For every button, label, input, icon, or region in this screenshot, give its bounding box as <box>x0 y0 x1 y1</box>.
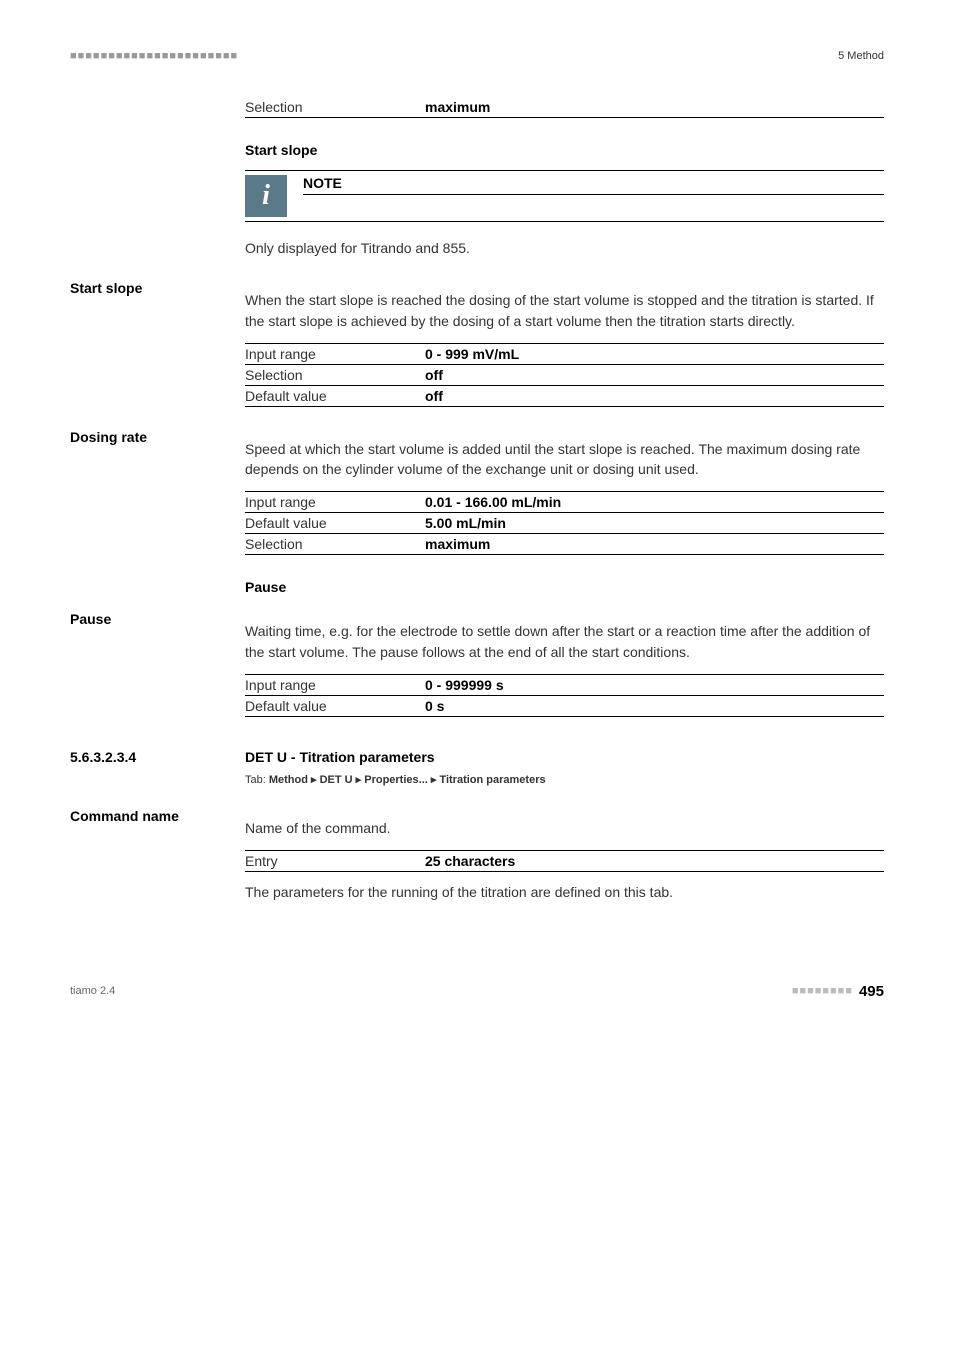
table-row: Default value off <box>245 385 884 407</box>
table-label: Default value <box>245 515 425 531</box>
pause-param-name: Pause <box>70 611 235 627</box>
table-row: Input range 0 - 999999 s <box>245 674 884 695</box>
table-value: 25 characters <box>425 853 515 869</box>
start-slope-param-row: Start slope When the start slope is reac… <box>70 280 884 425</box>
table-label: Input range <box>245 677 425 693</box>
page-footer: tiamo 2.4 ■■■■■■■■ 495 <box>70 983 884 1000</box>
table-label: Input range <box>245 346 425 362</box>
pause-heading: Pause <box>245 579 884 595</box>
command-name-desc: Name of the command. <box>245 818 884 838</box>
table-row: Input range 0.01 - 166.00 mL/min <box>245 491 884 512</box>
footer-dots: ■■■■■■■■ <box>792 985 853 997</box>
table-value: maximum <box>425 536 490 552</box>
titration-params-row: 5.6.3.2.3.4 DET U - Titration parameters… <box>70 749 884 804</box>
note-label: NOTE <box>303 175 884 195</box>
start-slope-desc: When the start slope is reached the dosi… <box>245 290 884 331</box>
table-label: Default value <box>245 698 425 714</box>
table-row: Selection off <box>245 364 884 385</box>
table-value: 0 s <box>425 698 444 714</box>
table-value: off <box>425 388 443 404</box>
page-header: ■■■■■■■■■■■■■■■■■■■■■■ 5 Method <box>70 50 884 62</box>
start-slope-param-name: Start slope <box>70 280 235 296</box>
table-row: Input range 0 - 999 mV/mL <box>245 343 884 364</box>
command-name-table: Entry 25 characters <box>245 850 884 872</box>
start-slope-table: Input range 0 - 999 mV/mL Selection off … <box>245 343 884 407</box>
selection-row: Selection maximum <box>70 97 884 118</box>
pause-param-row: Pause Waiting time, e.g. for the electro… <box>70 611 884 745</box>
selection-label: Selection <box>245 99 425 115</box>
table-value: 0 - 999 mV/mL <box>425 346 519 362</box>
dosing-rate-param-row: Dosing rate Speed at which the start vol… <box>70 429 884 556</box>
tab-path: Method ▸ DET U ▸ Properties... ▸ Titrati… <box>269 774 546 786</box>
table-row: Selection maximum <box>245 533 884 555</box>
tab-path-line: Tab: Method ▸ DET U ▸ Properties... ▸ Ti… <box>245 773 884 786</box>
table-label: Input range <box>245 494 425 510</box>
section-number: 5.6.3.2.3.4 <box>70 749 235 765</box>
command-name-param-name: Command name <box>70 808 235 824</box>
pause-table: Input range 0 - 999999 s Default value 0… <box>245 674 884 717</box>
header-dots: ■■■■■■■■■■■■■■■■■■■■■■ <box>70 50 238 62</box>
table-label: Default value <box>245 388 425 404</box>
pause-desc: Waiting time, e.g. for the electrode to … <box>245 621 884 662</box>
header-section-label: 5 Method <box>838 50 884 62</box>
dosing-rate-table: Input range 0.01 - 166.00 mL/min Default… <box>245 491 884 555</box>
selection-table-row: Selection maximum <box>245 97 884 118</box>
command-name-param-row: Command name Name of the command. Entry … <box>70 808 884 903</box>
table-value: 5.00 mL/min <box>425 515 506 531</box>
table-value: off <box>425 367 443 383</box>
dosing-rate-desc: Speed at which the start volume is added… <box>245 439 884 480</box>
command-name-footer: The parameters for the running of the ti… <box>245 882 884 902</box>
table-row: Default value 0 s <box>245 695 884 717</box>
start-slope-heading-row: Start slope i NOTE Only displayed for Ti… <box>70 122 884 276</box>
table-label: Selection <box>245 536 425 552</box>
pause-heading-row: Pause <box>70 559 884 607</box>
tab-prefix: Tab: <box>245 774 269 786</box>
footer-page-number: 495 <box>859 983 884 1000</box>
table-label: Selection <box>245 367 425 383</box>
selection-value: maximum <box>425 99 490 115</box>
note-body: Only displayed for Titrando and 855. <box>245 238 884 258</box>
table-value: 0 - 999999 s <box>425 677 504 693</box>
table-label: Entry <box>245 853 425 869</box>
table-row: Entry 25 characters <box>245 850 884 872</box>
note-box: i NOTE <box>245 170 884 222</box>
dosing-rate-param-name: Dosing rate <box>70 429 235 445</box>
table-row: Default value 5.00 mL/min <box>245 512 884 533</box>
section-title: DET U - Titration parameters <box>245 749 884 765</box>
footer-product: tiamo 2.4 <box>70 985 115 997</box>
info-icon: i <box>245 175 287 217</box>
table-value: 0.01 - 166.00 mL/min <box>425 494 561 510</box>
start-slope-heading: Start slope <box>245 142 884 158</box>
